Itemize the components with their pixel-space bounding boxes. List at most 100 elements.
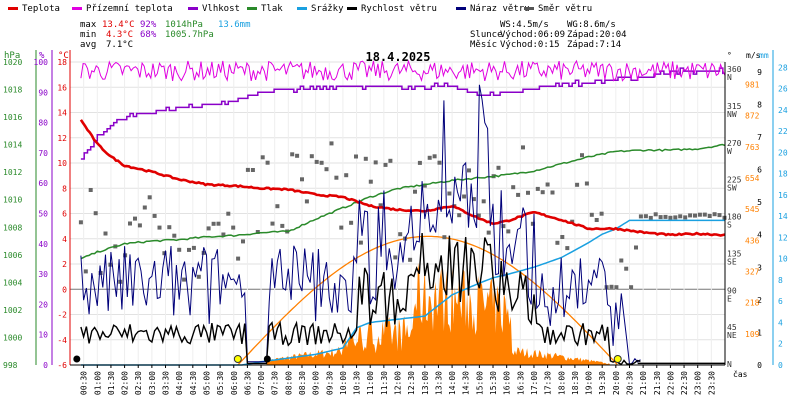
- legend-swatch-feels: [72, 7, 82, 10]
- wind-direction-point: [496, 165, 501, 170]
- axis-degc-tick: 16: [57, 83, 67, 92]
- axis-pct-tick: 50: [38, 210, 48, 219]
- axis-x-tick: 23:30: [707, 371, 716, 395]
- legend-label-dir: Směr větru: [538, 4, 592, 14]
- axis-hpa-tick: 1018: [3, 86, 22, 95]
- stat-min-hum: 68%: [140, 30, 157, 40]
- axis-x-tick: 04:00: [175, 371, 184, 395]
- chart-title: 18.4.2025: [365, 50, 430, 64]
- legend-label-feels: Přízemní teplota: [86, 4, 173, 14]
- wind-direction-point: [599, 211, 604, 216]
- wind-direction-point: [712, 212, 717, 217]
- wind-direction-point: [383, 162, 388, 167]
- sun-rise-marker: [233, 355, 242, 363]
- axis-pct-tick: 0: [43, 361, 48, 370]
- wind-direction-point: [265, 160, 270, 165]
- axis-x-tick: 07:30: [271, 371, 280, 395]
- axis-x-tick: 10:00: [339, 371, 348, 395]
- moon-rise-marker: [73, 355, 81, 363]
- axis-x-tick: 03:00: [148, 371, 157, 395]
- wind-direction-point: [167, 225, 172, 230]
- wind-direction-point: [526, 190, 530, 195]
- wind-direction-point: [191, 245, 196, 250]
- wind-direction-point: [619, 258, 624, 263]
- axis-dir-tick: 270: [727, 139, 742, 148]
- axis-mm-unit: mm: [759, 51, 769, 60]
- axis-mm-tick: 24: [778, 106, 788, 115]
- wind-direction-point: [408, 257, 413, 262]
- axis-x-tick: 16:30: [516, 371, 525, 395]
- axis-mm-tick: 12: [778, 233, 788, 242]
- axis-x-tick: 17:30: [544, 371, 553, 395]
- wind-wg: WG:8.6m/s: [567, 20, 616, 30]
- axis-mm-tick: 8: [778, 276, 783, 285]
- axis-x-tick: 06:30: [243, 371, 252, 395]
- wind-direction-point: [157, 225, 162, 230]
- wind-direction-point: [511, 185, 516, 190]
- wind-direction-point: [427, 155, 432, 160]
- wind-direction-point: [481, 199, 486, 204]
- axis-x-tick: 02:00: [121, 371, 130, 395]
- axis-x-tick: 00:30: [80, 371, 89, 395]
- sun-set: Západ:20:04: [567, 30, 627, 40]
- axis-x-tick: 22:30: [680, 371, 689, 395]
- wind-direction-point: [152, 213, 157, 218]
- axis-x-label: čas: [733, 369, 748, 379]
- wind-direction-point: [437, 160, 442, 165]
- axis-dir-tick: 135: [727, 249, 742, 258]
- axis-mm-tick: 4: [778, 318, 783, 327]
- axis-degc-tick: 14: [57, 109, 67, 118]
- wind-direction-point: [516, 192, 521, 197]
- wind-direction-point: [663, 214, 668, 219]
- axis-pct-unit: %: [39, 51, 45, 61]
- solar-curve: [237, 235, 618, 366]
- wind-direction-point: [634, 245, 638, 250]
- wind-direction-point: [216, 221, 221, 226]
- wind-direction-point: [462, 194, 467, 199]
- axis-ms-tick: 7: [757, 133, 762, 142]
- axis-mm-tick: 0: [778, 361, 783, 370]
- wind-direction-point: [177, 247, 182, 252]
- wind-direction-point: [319, 160, 324, 165]
- legend-label-gust: Náraz větru: [470, 4, 530, 14]
- axis-wm2-tick: 109: [745, 330, 760, 339]
- axis-x-tick: 08:00: [284, 371, 293, 395]
- wind-direction-point: [270, 221, 275, 226]
- wind-direction-point: [575, 182, 580, 187]
- axis-dir-label: N: [727, 360, 732, 369]
- axis-x-tick: 13:00: [421, 371, 430, 395]
- axis-x-tick: 16:00: [503, 371, 512, 395]
- feels-temperature-line: [80, 59, 726, 82]
- axis-x-tick: 06:00: [230, 371, 239, 395]
- sun-set-marker: [613, 355, 622, 363]
- wind-direction-point: [467, 168, 471, 173]
- wind-direction-point: [594, 218, 599, 222]
- wind-direction-point: [673, 215, 678, 220]
- wind-speed-line: [80, 232, 641, 366]
- axis-mm-tick: 26: [778, 85, 788, 94]
- axis-hpa-tick: 1008: [3, 223, 22, 232]
- axis-degc-tick: 8: [62, 184, 67, 193]
- wind-direction-point: [260, 155, 265, 160]
- wind-direction-point: [614, 285, 619, 290]
- axis-pct-tick: 20: [38, 300, 48, 309]
- solar-theoretical-line: [237, 235, 618, 366]
- wind-direction-point: [540, 190, 545, 195]
- axis-wm2-tick: 545: [745, 205, 760, 214]
- wind-direction-point: [697, 212, 702, 217]
- wind-direction-point: [93, 211, 98, 216]
- axis-x-tick: 14:30: [462, 371, 471, 395]
- axis-x-tick: 15:30: [489, 371, 498, 395]
- legend-label-humidity: Vlhkost: [202, 4, 240, 14]
- axis-hpa-unit: hPa: [4, 51, 20, 61]
- axis-mm-tick: 6: [778, 297, 783, 306]
- axis-wm2-tick: 654: [745, 174, 760, 183]
- wind-direction-point: [275, 204, 280, 209]
- wind-direction-point: [314, 159, 319, 164]
- wind-direction-point: [78, 220, 83, 225]
- axis-dir-tick: 360: [727, 65, 742, 74]
- wind-direction-point: [643, 214, 648, 219]
- wind-direction-point: [137, 223, 142, 228]
- axis-pct-tick: 30: [38, 270, 48, 279]
- wind-direction-point: [334, 175, 339, 180]
